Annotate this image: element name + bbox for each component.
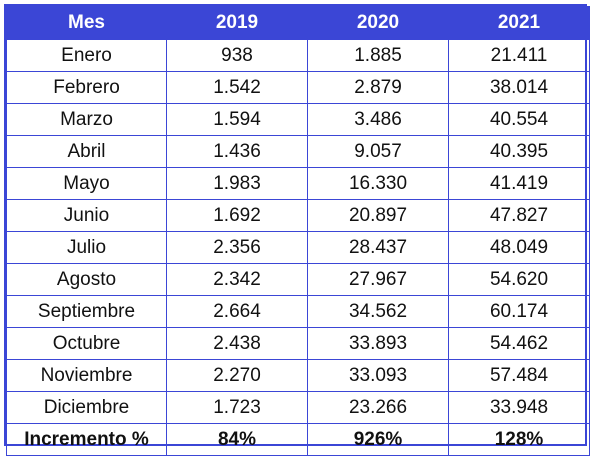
- cell-2021: 21.411: [448, 39, 590, 72]
- cell-2020: 28.437: [307, 231, 449, 264]
- table-row: Octubre 2.438 33.893 54.462: [6, 327, 590, 360]
- cell-2021: 40.395: [448, 135, 590, 168]
- cell-2020: 2.879: [307, 71, 449, 104]
- cell-2021: 41.419: [448, 167, 590, 200]
- cell-2020: 33.093: [307, 359, 449, 392]
- cell-2019: 1.692: [166, 199, 308, 232]
- table-row: Enero 938 1.885 21.411: [6, 39, 590, 72]
- table-row: Agosto 2.342 27.967 54.620: [6, 263, 590, 296]
- cell-mes: Abril: [6, 135, 167, 168]
- cell-mes: Septiembre: [6, 295, 167, 328]
- table-row: Diciembre 1.723 23.266 33.948: [6, 391, 590, 424]
- cell-2019: 1.594: [166, 103, 308, 136]
- cell-2019: 2.356: [166, 231, 308, 264]
- cell-mes: Agosto: [6, 263, 167, 296]
- table-row: Marzo 1.594 3.486 40.554: [6, 103, 590, 136]
- footer-2021: 128%: [448, 423, 590, 456]
- cell-mes: Enero: [6, 39, 167, 72]
- data-table-container: Mes 2019 2020 2021 Enero 938 1.885 21.411 Fe…: [4, 4, 590, 456]
- cell-2019: 1.436: [166, 135, 308, 168]
- cell-2020: 9.057: [307, 135, 449, 168]
- cell-2020: 1.885: [307, 39, 449, 72]
- cell-2021: 40.554: [448, 103, 590, 136]
- cell-2019: 2.664: [166, 295, 308, 328]
- header-2020: 2020: [307, 6, 449, 40]
- cell-2021: 57.484: [448, 359, 590, 392]
- cell-2019: 1.723: [166, 391, 308, 424]
- table-row: Septiembre 2.664 34.562 60.174: [6, 295, 590, 328]
- cell-mes: Febrero: [6, 71, 167, 104]
- cell-2020: 34.562: [307, 295, 449, 328]
- cell-mes: Mayo: [6, 167, 167, 200]
- cell-2019: 2.438: [166, 327, 308, 360]
- table-row: Noviembre 2.270 33.093 57.484: [6, 359, 590, 392]
- cell-mes: Julio: [6, 231, 167, 264]
- table-footer-row: Incremento % 84% 926% 128%: [6, 423, 590, 456]
- header-mes: Mes: [6, 6, 167, 40]
- cell-mes: Noviembre: [6, 359, 167, 392]
- header-2019: 2019: [166, 6, 308, 40]
- cell-mes: Diciembre: [6, 391, 167, 424]
- table-row: Julio 2.356 28.437 48.049: [6, 231, 590, 264]
- cell-2019: 938: [166, 39, 308, 72]
- table-row: Mayo 1.983 16.330 41.419: [6, 167, 590, 200]
- footer-label: Incremento %: [6, 423, 167, 456]
- cell-2021: 54.462: [448, 327, 590, 360]
- header-2021: 2021: [448, 6, 590, 40]
- cell-mes: Octubre: [6, 327, 167, 360]
- table-row: Junio 1.692 20.897 47.827: [6, 199, 590, 232]
- cell-2019: 2.342: [166, 263, 308, 296]
- cell-mes: Junio: [6, 199, 167, 232]
- table-row: Febrero 1.542 2.879 38.014: [6, 71, 590, 104]
- cell-2020: 20.897: [307, 199, 449, 232]
- footer-2019: 84%: [166, 423, 308, 456]
- cell-2019: 2.270: [166, 359, 308, 392]
- cell-2020: 23.266: [307, 391, 449, 424]
- cell-2020: 33.893: [307, 327, 449, 360]
- cell-2019: 1.983: [166, 167, 308, 200]
- cell-2021: 54.620: [448, 263, 590, 296]
- cell-2019: 1.542: [166, 71, 308, 104]
- table-header-row: Mes 2019 2020 2021: [6, 6, 590, 40]
- cell-2021: 33.948: [448, 391, 590, 424]
- cell-2020: 16.330: [307, 167, 449, 200]
- cell-mes: Marzo: [6, 103, 167, 136]
- cell-2020: 27.967: [307, 263, 449, 296]
- table-row: Abril 1.436 9.057 40.395: [6, 135, 590, 168]
- cell-2021: 38.014: [448, 71, 590, 104]
- cell-2020: 3.486: [307, 103, 449, 136]
- footer-2020: 926%: [307, 423, 449, 456]
- cell-2021: 60.174: [448, 295, 590, 328]
- cell-2021: 47.827: [448, 199, 590, 232]
- table-body: Enero 938 1.885 21.411 Febrero 1.542 2.879 38.0…: [6, 39, 590, 424]
- monthly-data-table: Mes 2019 2020 2021 Enero 938 1.885 21.411 Fe…: [6, 6, 590, 456]
- cell-2021: 48.049: [448, 231, 590, 264]
